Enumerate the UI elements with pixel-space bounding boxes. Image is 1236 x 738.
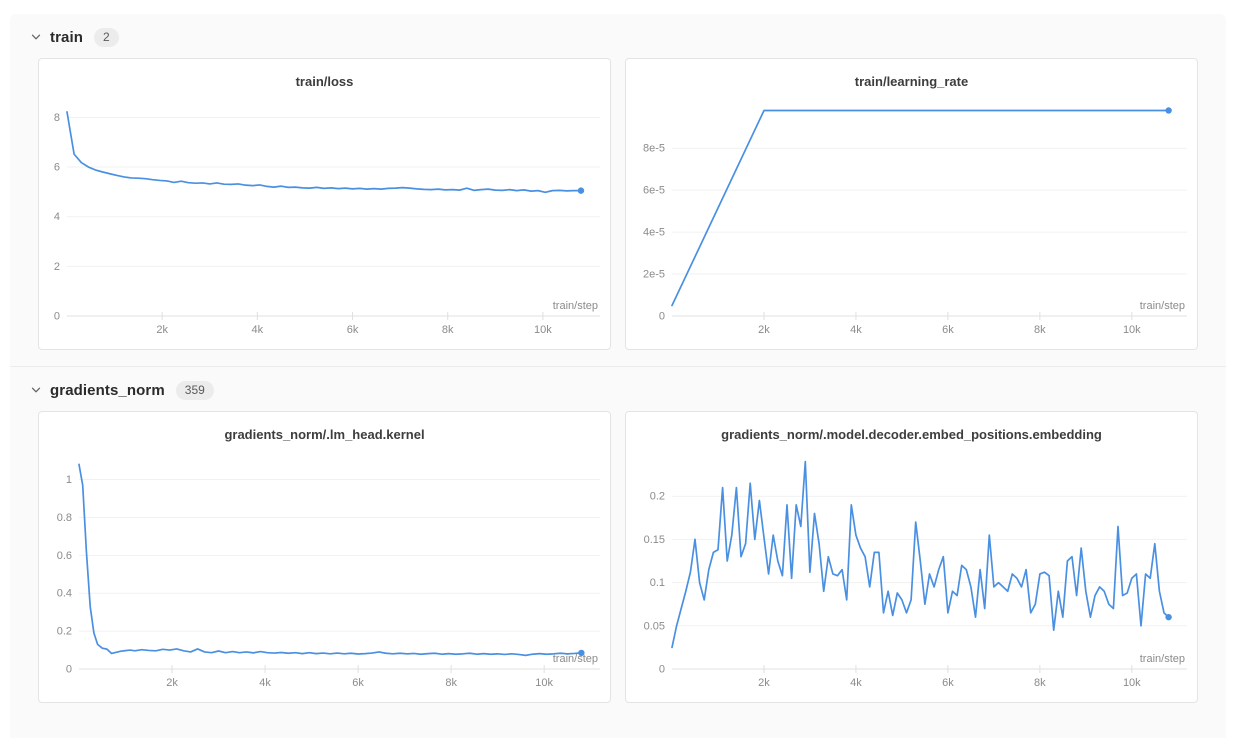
chart-card-embed-positions: gradients_norm/.model.decoder.embed_posi… (625, 411, 1198, 703)
section-train: train 2 train/loss 0 2 4 6 8 2k 4k 6k 8k 10k train… (10, 14, 1226, 366)
svg-text:0.4: 0.4 (57, 588, 72, 600)
chart-row: train/loss 0 2 4 6 8 2k 4k 6k 8k 10k train/step tr… (38, 58, 1198, 350)
svg-text:6: 6 (54, 162, 60, 174)
svg-text:0: 0 (659, 311, 665, 323)
svg-text:6e-5: 6e-5 (643, 185, 665, 197)
svg-text:10k: 10k (535, 677, 553, 689)
svg-text:2k: 2k (166, 677, 178, 689)
svg-text:0.2: 0.2 (57, 626, 72, 638)
svg-text:0: 0 (66, 664, 72, 676)
svg-text:0: 0 (54, 311, 60, 323)
metrics-panel: train 2 train/loss 0 2 4 6 8 2k 4k 6k 8k 10k train… (10, 14, 1226, 738)
svg-text:4k: 4k (259, 677, 271, 689)
svg-text:train/step: train/step (553, 653, 598, 665)
chart-title: train/learning_rate (854, 74, 969, 89)
svg-text:0: 0 (659, 664, 665, 676)
svg-text:6k: 6k (942, 677, 954, 689)
chart-card-train-learning-rate: train/learning_rate 0 2e-5 4e-5 6e-5 8e-5 2k 4… (625, 58, 1198, 350)
chart-card-lm-head-kernel: gradients_norm/.lm_head.kernel 0 0.2 0.4 0.… (38, 411, 611, 703)
chart-count-badge: 2 (94, 27, 119, 47)
svg-text:4k: 4k (850, 677, 862, 689)
svg-text:4k: 4k (850, 324, 862, 336)
svg-text:train/step: train/step (1140, 653, 1185, 665)
svg-text:2k: 2k (758, 677, 770, 689)
chart-count-badge: 359 (175, 380, 214, 400)
section-gradients-norm-toggle[interactable]: gradients_norm 359 (30, 375, 1198, 405)
svg-text:0.1: 0.1 (650, 577, 665, 589)
svg-text:8k: 8k (445, 677, 457, 689)
svg-text:6k: 6k (347, 324, 359, 336)
line-chart-embed-positions[interactable]: 0 0.05 0.1 0.15 0.2 2k 4k 6k 8k 10k train/step (626, 445, 1197, 695)
svg-text:0.8: 0.8 (57, 512, 72, 524)
svg-text:train/step: train/step (553, 300, 598, 312)
svg-text:0.2: 0.2 (650, 491, 665, 503)
svg-text:4k: 4k (252, 324, 264, 336)
section-train-toggle[interactable]: train 2 (30, 22, 1198, 52)
line-chart-train-learning-rate[interactable]: 0 2e-5 4e-5 6e-5 8e-5 2k 4k 6k 8k 10k train/step (626, 92, 1197, 342)
svg-text:1: 1 (66, 474, 72, 486)
svg-text:8k: 8k (442, 324, 454, 336)
svg-text:10k: 10k (1123, 677, 1141, 689)
chart-row: gradients_norm/.lm_head.kernel 0 0.2 0.4 0.… (38, 411, 1198, 703)
chart-card-train-loss: train/loss 0 2 4 6 8 2k 4k 6k 8k 10k train/step (38, 58, 611, 350)
svg-text:train/step: train/step (1140, 300, 1185, 312)
svg-text:4: 4 (54, 211, 60, 223)
chevron-down-icon[interactable] (30, 384, 42, 396)
svg-text:6k: 6k (352, 677, 364, 689)
svg-text:2e-5: 2e-5 (643, 269, 665, 281)
svg-text:10k: 10k (1123, 324, 1141, 336)
chart-title: gradients_norm/.lm_head.kernel (224, 427, 425, 442)
svg-text:2: 2 (54, 261, 60, 273)
section-title: train (50, 28, 84, 46)
svg-text:0.15: 0.15 (644, 534, 665, 546)
svg-text:0.05: 0.05 (644, 620, 665, 632)
svg-text:2k: 2k (156, 324, 168, 336)
svg-text:8e-5: 8e-5 (643, 143, 665, 155)
chart-title: train/loss (295, 74, 354, 89)
svg-text:4e-5: 4e-5 (643, 227, 665, 239)
svg-text:2k: 2k (758, 324, 770, 336)
chevron-down-icon[interactable] (30, 31, 42, 43)
svg-text:10k: 10k (534, 324, 552, 336)
chart-title: gradients_norm/.model.decoder.embed_posi… (721, 427, 1102, 442)
svg-text:8k: 8k (1034, 677, 1046, 689)
section-gradients-norm: gradients_norm 359 gradients_norm/.lm_he… (10, 366, 1226, 719)
svg-text:8k: 8k (1034, 324, 1046, 336)
section-title: gradients_norm (50, 381, 165, 399)
svg-text:8: 8 (54, 112, 60, 124)
svg-text:0.6: 0.6 (57, 550, 72, 562)
svg-text:6k: 6k (942, 324, 954, 336)
